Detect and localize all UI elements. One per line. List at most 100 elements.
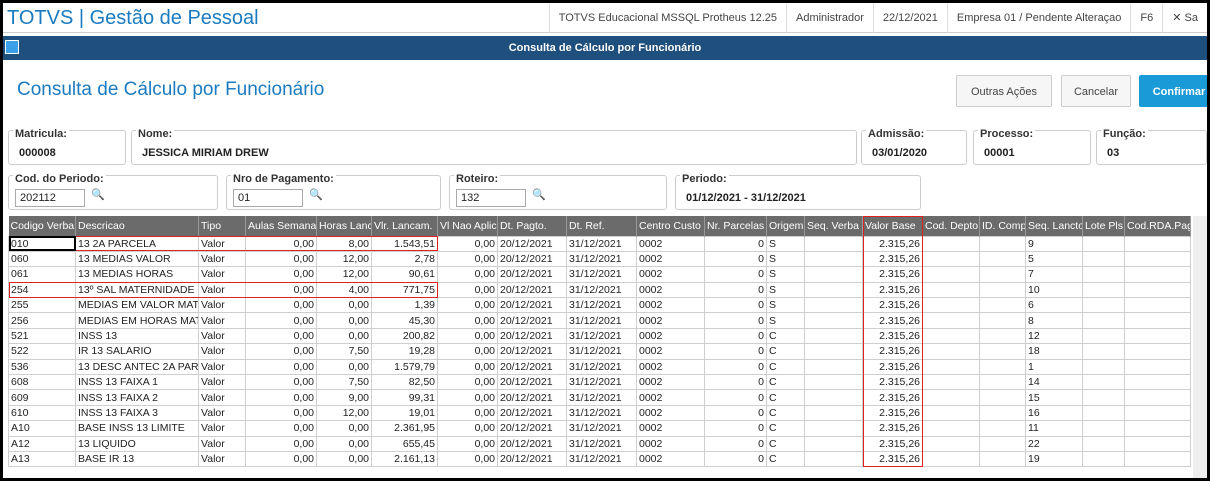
- grid-cell: 31/12/2021: [566, 404, 637, 422]
- grid-cell: 20/12/2021: [497, 250, 567, 268]
- grid-cell: [1124, 281, 1191, 299]
- grid-cell: 0: [704, 420, 767, 437]
- grid-row[interactable]: 536 13 DESC ANTEC 2A PAR Valor 0,00 0,00 1.57…: [8, 358, 1191, 376]
- search-icon[interactable]: 🔍: [309, 189, 323, 201]
- grid-cell: 0,00: [437, 420, 498, 437]
- grid-row[interactable]: 254 13º SAL MATERNIDADE Valor 0,00 4,00 771,7…: [8, 281, 1191, 299]
- close-button[interactable]: ✕ Sa: [1162, 3, 1207, 33]
- field-label: Admissão:: [866, 128, 927, 140]
- grid-cell: 31/12/2021: [566, 420, 637, 437]
- grid-cell: 31/12/2021: [566, 389, 637, 406]
- scrollbar[interactable]: [1193, 216, 1207, 478]
- grid-row[interactable]: 610 INSS 13 FAIXA 3 Valor 0,00 12,00 19,01 0,0…: [8, 404, 1191, 422]
- column-header[interactable]: Codigo Verba: [8, 216, 76, 236]
- grid-cell: 0,00: [316, 420, 372, 437]
- button[interactable]: Cancelar: [1061, 75, 1131, 107]
- grid-cell: 0,00: [437, 343, 498, 360]
- grid-cell: A12: [8, 435, 76, 452]
- column-header[interactable]: Tipo: [198, 216, 246, 236]
- grid-cell: [1124, 450, 1191, 468]
- field-input[interactable]: 01: [233, 189, 303, 207]
- grid-cell: Valor: [198, 420, 246, 437]
- grid-cell: INSS 13 FAIXA 1: [75, 374, 199, 391]
- column-header[interactable]: ID. Comp.: [979, 216, 1026, 236]
- grid-cell: C: [766, 374, 805, 391]
- top-info-item: F6: [1130, 3, 1162, 33]
- column-header[interactable]: Centro Custo: [636, 216, 705, 236]
- grid-cell: [922, 420, 980, 437]
- column-header[interactable]: Dt. Ref.: [566, 216, 637, 236]
- grid-cell: C: [766, 404, 805, 422]
- column-header[interactable]: Cod.RDA.Pag.: [1124, 216, 1191, 236]
- grid-cell: 15: [1025, 389, 1083, 406]
- column-header[interactable]: Cod. Depto.: [922, 216, 980, 236]
- search-icon[interactable]: 🔍: [532, 189, 546, 201]
- column-header[interactable]: Origem: [766, 216, 805, 236]
- grid-cell: 0,00: [437, 374, 498, 391]
- button[interactable]: Outras Ações: [956, 75, 1052, 107]
- grid-cell: 13 MEDIAS VALOR: [75, 250, 199, 268]
- grid-cell: 18: [1025, 343, 1083, 360]
- grid-cell: 31/12/2021: [566, 281, 637, 299]
- column-header[interactable]: Vlr. Lancam.: [371, 216, 438, 236]
- grid-row[interactable]: 609 INSS 13 FAIXA 2 Valor 0,00 9,00 99,31 0,00…: [8, 389, 1191, 406]
- grid-row[interactable]: 010 13 2A PARCELA Valor 0,00 8,00 1.543,51 0,0…: [8, 235, 1191, 252]
- field-input[interactable]: 132: [456, 189, 526, 207]
- grid-cell: 0002: [636, 389, 705, 406]
- app-title: TOTVS | Gestão de Pessoal: [7, 7, 259, 29]
- grid-cell: 22: [1025, 435, 1083, 452]
- grid-cell: A10: [8, 420, 76, 437]
- column-header[interactable]: Descricao: [75, 216, 199, 236]
- column-header[interactable]: Seq. Verba: [804, 216, 863, 236]
- field-value: JESSICA MIRIAM DREW: [142, 147, 269, 159]
- grid-cell: [1082, 235, 1125, 252]
- column-header[interactable]: Dt. Pagto.: [497, 216, 567, 236]
- search-icon[interactable]: 🔍: [91, 189, 105, 201]
- grid-cell: [922, 404, 980, 422]
- grid-cell: [1124, 343, 1191, 360]
- grid-cell: 0: [704, 435, 767, 452]
- grid-row[interactable]: A12 13 LIQUIDO Valor 0,00 0,00 655,45 0,00 20/1…: [8, 435, 1191, 452]
- field-label: Roteiro:: [454, 173, 501, 185]
- grid-cell: [1082, 404, 1125, 422]
- grid-cell: [1124, 374, 1191, 391]
- grid-row[interactable]: 255 MEDIAS EM VALOR MATE Valor 0,00 0,00 1,39…: [8, 297, 1191, 314]
- field-input[interactable]: 202112: [15, 189, 85, 207]
- grid-cell: [922, 266, 980, 283]
- top-bar: TOTVS | Gestão de Pessoal TOTVS Educacio…: [3, 3, 1207, 33]
- grid-cell: 9: [1025, 235, 1083, 252]
- grid-row[interactable]: A10 BASE INSS 13 LIMITE Valor 0,00 0,00 2.361…: [8, 420, 1191, 437]
- grid-cell: 1,39: [371, 297, 438, 314]
- grid-cell: [1082, 266, 1125, 283]
- top-info: TOTVS Educacional MSSQL Protheus 12.25 Ad…: [548, 3, 1207, 33]
- grid-row[interactable]: 522 IR 13 SALARIO Valor 0,00 7,50 19,28 0,00 20…: [8, 343, 1191, 360]
- field-label: Processo:: [978, 128, 1036, 140]
- grid-cell: 31/12/2021: [566, 250, 637, 268]
- grid-cell: 0,00: [316, 312, 372, 329]
- grid-cell: 31/12/2021: [566, 312, 637, 329]
- grid-row[interactable]: 061 13 MEDIAS HORAS Valor 0,00 12,00 90,61 0,0…: [8, 266, 1191, 283]
- column-header[interactable]: Vl Nao Aplic: [437, 216, 498, 236]
- grid-cell: 0: [704, 281, 767, 299]
- grid-row[interactable]: A13 BASE IR 13 Valor 0,00 0,00 2.161,13 0,00 20…: [8, 450, 1191, 468]
- column-header[interactable]: Aulas Semana: [245, 216, 317, 236]
- grid-row[interactable]: 521 INSS 13 Valor 0,00 0,00 200,82 0,00 20/12/2…: [8, 327, 1191, 345]
- column-header[interactable]: Valor Base: [862, 216, 923, 236]
- grid-cell: 20/12/2021: [497, 358, 567, 376]
- grid-cell: 31/12/2021: [566, 343, 637, 360]
- column-header[interactable]: Seq. Lancto.: [1025, 216, 1083, 236]
- grid-cell: [1124, 297, 1191, 314]
- grid-row[interactable]: 060 13 MEDIAS VALOR Valor 0,00 12,00 2,78 0,00…: [8, 250, 1191, 268]
- column-header[interactable]: Horas Lanc.: [316, 216, 372, 236]
- grid-row[interactable]: 256 MEDIAS EM HORAS MATE Valor 0,00 0,00 45,3…: [8, 312, 1191, 329]
- button[interactable]: Confirmar: [1139, 75, 1207, 107]
- grid-cell: C: [766, 389, 805, 406]
- column-header[interactable]: Nr. Parcelas: [704, 216, 767, 236]
- grid-cell: 0,00: [245, 404, 317, 422]
- grid-cell: C: [766, 327, 805, 345]
- grid-cell: 20/12/2021: [497, 420, 567, 437]
- grid-cell: S: [766, 281, 805, 299]
- grid-row[interactable]: 608 INSS 13 FAIXA 1 Valor 0,00 7,50 82,50 0,00…: [8, 374, 1191, 391]
- column-header[interactable]: Lote Pls: [1082, 216, 1125, 236]
